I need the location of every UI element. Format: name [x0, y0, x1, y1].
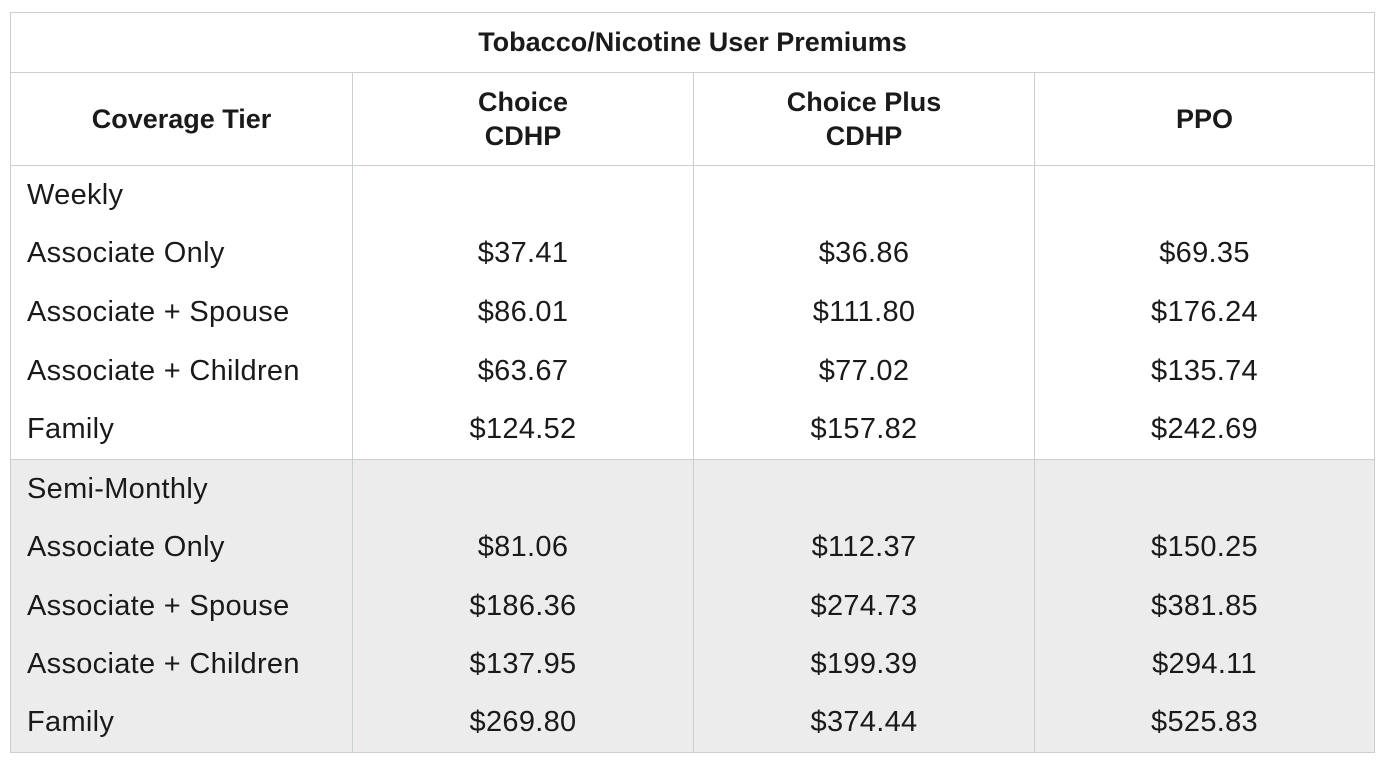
- choice-plus-cdhp-column: $112.37 $274.73 $199.39 $374.44: [693, 460, 1034, 752]
- choice-plus-cdhp-column: $36.86 $111.80 $77.02 $157.82: [693, 166, 1034, 459]
- section-label: Semi-Monthly: [27, 472, 208, 505]
- header-coverage-tier: Coverage Tier: [91, 104, 272, 134]
- tier-column: Semi-Monthly Associate Only Associate + …: [11, 460, 352, 752]
- choice-cdhp-column: $81.06 $186.36 $137.95 $269.80: [352, 460, 693, 752]
- section-label: Weekly: [27, 178, 124, 211]
- tier-label: Associate Only: [27, 531, 225, 564]
- premium-value: $274.73: [810, 589, 918, 622]
- tier-label: Family: [27, 413, 115, 446]
- header-choice-cdhp: Choice CDHP: [352, 73, 693, 165]
- premium-value: $269.80: [469, 706, 577, 739]
- premium-value: $374.44: [810, 706, 918, 739]
- section-semi-monthly: Semi-Monthly Associate Only Associate + …: [11, 460, 1374, 752]
- tier-label: Associate + Spouse: [27, 589, 290, 622]
- premium-value: $294.11: [1152, 647, 1257, 680]
- table-title: Tobacco/Nicotine User Premiums: [11, 13, 1374, 73]
- tier-label: Associate + Children: [27, 647, 300, 680]
- tier-label: Family: [27, 706, 115, 739]
- ppo-column: $150.25 $381.85 $294.11 $525.83: [1034, 460, 1374, 752]
- premium-value: $111.80: [812, 295, 916, 328]
- premium-value: $150.25: [1151, 531, 1258, 564]
- header-ppo: PPO: [1034, 73, 1374, 165]
- premium-value: $525.83: [1151, 706, 1258, 739]
- premium-value: $86.01: [477, 295, 569, 328]
- premium-value: $112.37: [811, 531, 917, 564]
- tier-label: Associate + Children: [27, 354, 300, 387]
- premiums-table: Tobacco/Nicotine User Premiums Coverage …: [10, 12, 1375, 753]
- header-row: Coverage Tier Choice CDHP Choice Plus CD…: [11, 73, 1374, 166]
- premium-value: $176.24: [1151, 295, 1258, 328]
- section-weekly: Weekly Associate Only Associate + Spouse…: [11, 166, 1374, 460]
- premium-value: $137.95: [469, 647, 577, 680]
- tier-column: Weekly Associate Only Associate + Spouse…: [11, 166, 352, 459]
- choice-cdhp-column: $37.41 $86.01 $63.67 $124.52: [352, 166, 693, 459]
- premium-value: $37.41: [477, 237, 569, 270]
- premium-value: $157.82: [810, 413, 918, 446]
- premium-value: $77.02: [818, 354, 910, 387]
- premium-value: $199.39: [810, 647, 918, 680]
- premium-value: $381.85: [1151, 589, 1258, 622]
- premium-value: $63.67: [477, 354, 569, 387]
- premium-value: $69.35: [1159, 237, 1250, 270]
- tier-label: Associate Only: [27, 237, 225, 270]
- premium-value: $36.86: [818, 237, 910, 270]
- ppo-column: $69.35 $176.24 $135.74 $242.69: [1034, 166, 1374, 459]
- premium-value: $135.74: [1151, 354, 1258, 387]
- premium-value: $186.36: [469, 589, 577, 622]
- premium-value: $242.69: [1151, 413, 1258, 446]
- premium-value: $124.52: [469, 413, 577, 446]
- header-choice-plus-cdhp: Choice Plus CDHP: [693, 73, 1034, 165]
- tier-label: Associate + Spouse: [27, 295, 290, 328]
- premium-value: $81.06: [477, 531, 569, 564]
